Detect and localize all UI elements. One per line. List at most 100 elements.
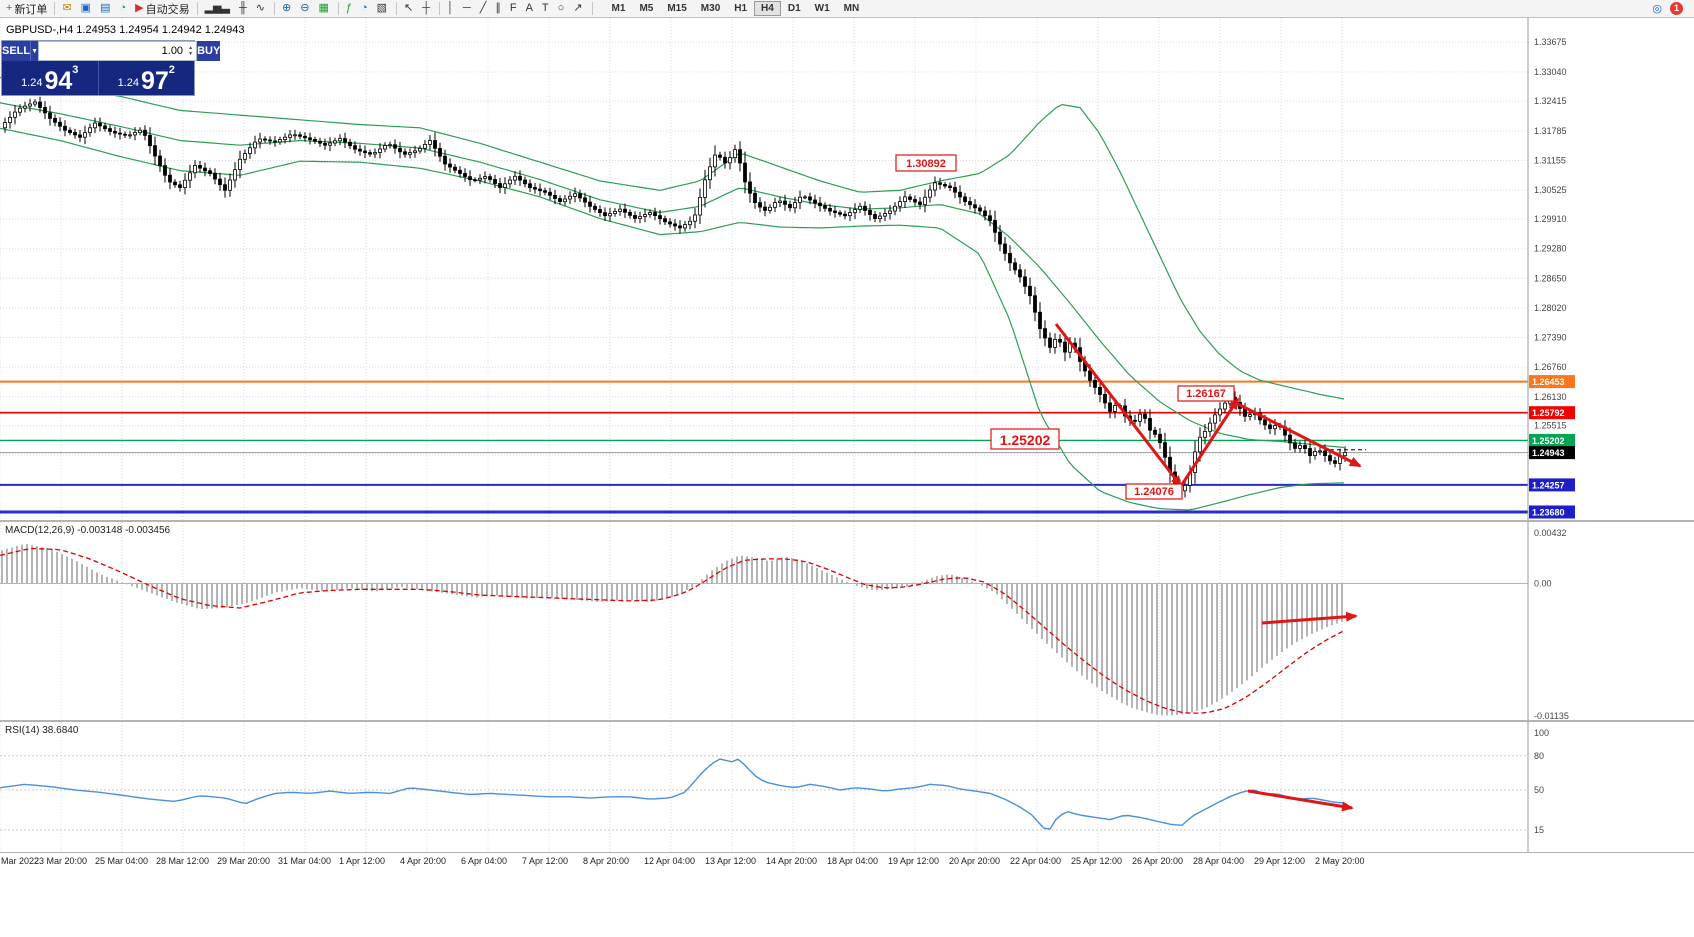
toolbar-separator	[337, 2, 339, 15]
price-annotation-box[interactable]	[1177, 385, 1235, 402]
trend-arrow[interactable]	[1247, 789, 1354, 812]
timeframe-h4[interactable]: H4	[754, 1, 781, 16]
crosshair-icon[interactable]: ┼	[419, 1, 435, 17]
time-axis-label: 25 Mar 04:00	[95, 856, 149, 866]
new-order-button[interactable]: + 新订单	[3, 1, 50, 17]
channel-icon[interactable]: ∥	[492, 1, 506, 17]
volume-input[interactable]	[39, 45, 186, 57]
trend-arrow[interactable]	[1237, 402, 1362, 468]
volume-spinner[interactable]: ▲ ▼	[185, 45, 196, 57]
period-icon[interactable]: ◔	[358, 1, 373, 17]
price-annotation-box[interactable]	[1125, 483, 1183, 500]
price-axis-label: 1.25515	[1534, 421, 1567, 431]
trendline-icon[interactable]: ╱	[477, 1, 492, 17]
period-icon-glyph: ◔	[360, 2, 368, 14]
line-chart-icon[interactable]: ∿	[253, 1, 270, 17]
fibonacci-icon[interactable]: F	[507, 1, 522, 17]
time-axis-label: 2 May 20:00	[1315, 856, 1365, 866]
buy-button[interactable]: BUY	[197, 41, 221, 61]
timeframe-m5[interactable]: M5	[639, 3, 654, 14]
timeframe-h1[interactable]: H1	[734, 3, 748, 14]
crosshair-icon-glyph: ┼	[422, 2, 431, 14]
buy-price-button[interactable]: 1.24 97 2	[99, 61, 195, 95]
label-icon[interactable]: T	[539, 1, 554, 17]
trend-arrow[interactable]	[1179, 397, 1240, 487]
tile-windows-icon-glyph: ▦	[318, 2, 329, 14]
spin-up-icon[interactable]: ▲	[188, 45, 194, 51]
price-axis-label: 1.31155	[1534, 156, 1566, 166]
timeframe-w1[interactable]: W1	[814, 3, 830, 14]
panel-splitter[interactable]	[0, 520, 1694, 522]
tile-windows-icon[interactable]: ▦	[315, 1, 333, 17]
macd-canvas[interactable]: 0.00432 0.00 -0.01135	[0, 522, 1694, 720]
notification-badge[interactable]: 1	[1670, 2, 1683, 15]
svg-text:1.24943: 1.24943	[1532, 448, 1565, 458]
timeframe-m30[interactable]: M30	[700, 3, 721, 14]
time-axis-label: 31 Mar 04:00	[278, 856, 332, 866]
macd-axis-label: -0.01135	[1534, 711, 1569, 720]
arrows-tool-icon-glyph: ↗	[573, 2, 583, 14]
indicators-icon[interactable]: ƒ	[343, 1, 357, 17]
time-axis[interactable]: Mar 2022 23 Mar 20:00 25 Mar 04:00 28 Mar 1…	[0, 853, 1694, 870]
stamp-icon[interactable]: ✉	[59, 1, 76, 17]
bar-chart-icon[interactable]: ▂▅▃	[202, 1, 235, 17]
history-center-icon[interactable]: ◔	[116, 1, 131, 17]
candlestick-chart-icon[interactable]: ╫	[236, 1, 252, 17]
trendline-icon-glyph: ╱	[479, 2, 487, 14]
timeframe-d1[interactable]: D1	[787, 3, 801, 14]
main-chart-panel[interactable]: 1.30892 1.26167 1.25202 1.24076 1.33675 1.330…	[0, 18, 1694, 520]
price-annotation-box[interactable]	[895, 154, 957, 172]
rsi-canvas[interactable]: 100 80 50 15	[0, 722, 1694, 852]
time-axis-label: 20 Apr 20:00	[949, 856, 1001, 866]
volume-dropdown-button[interactable]: ▼	[30, 41, 39, 61]
price-annotation-box[interactable]	[990, 428, 1060, 450]
rsi-line	[0, 758, 1345, 830]
bollinger-band-line	[0, 76, 1345, 400]
sell-price-button[interactable]: 1.24 94 3	[2, 61, 99, 95]
sell-price-sup: 3	[72, 64, 79, 76]
templates-icon-glyph: ▧	[376, 2, 388, 14]
macd-panel[interactable]: 0.00432 0.00 -0.01135 MACD(12,26,9) -0.003…	[0, 522, 1694, 720]
horizontal-line-icon[interactable]: ─	[460, 1, 476, 17]
time-axis-label: 28 Apr 04:00	[1193, 856, 1245, 866]
toolbar: + 新订单 ✉ ▣ ▤ ◔ ▶ 自动交易 ▂▅▃ ╫ ∿ ⊕ ⊖ ▦ ƒ ◔ ▧ ↖ ┼ │ ─ ╱ ∥ F A T ○ ↗ M1 M5 M…	[0, 0, 1694, 18]
trend-arrow[interactable]	[1054, 323, 1183, 488]
price-annotation-text: 1.26167	[1186, 388, 1226, 400]
panel-splitter[interactable]	[0, 852, 1694, 853]
price-axis-label: 1.32415	[1534, 96, 1567, 106]
templates-icon[interactable]: ▧	[374, 1, 392, 17]
svg-text:1.24257: 1.24257	[1532, 480, 1565, 490]
zoom-in-icon[interactable]: ⊕	[279, 1, 296, 17]
price-annotation-text: 1.25202	[1000, 432, 1051, 448]
spin-down-icon[interactable]: ▼	[188, 51, 194, 57]
trend-arrow[interactable]	[1261, 611, 1358, 625]
macd-axis-label: 0.00	[1534, 579, 1552, 589]
auto-trading-button[interactable]: ▶ 自动交易	[132, 1, 192, 17]
auto-trading-button-label: 自动交易	[145, 3, 190, 16]
zoom-in-icon-glyph: ⊕	[282, 2, 292, 14]
data-window-icon[interactable]: ▤	[97, 1, 115, 17]
toolbar-right: ◎ 1	[1649, 1, 1691, 17]
timeframe-m15[interactable]: M15	[667, 3, 687, 14]
timeframe-m1[interactable]: M1	[611, 3, 626, 14]
cursor-icon[interactable]: ↖	[401, 1, 418, 17]
text-icon[interactable]: A	[523, 1, 538, 17]
macd-axis-label: 0.00432	[1534, 528, 1567, 538]
time-axis-label: 7 Apr 12:00	[522, 856, 569, 866]
svg-text:1.26453: 1.26453	[1532, 377, 1565, 387]
panel-splitter[interactable]	[0, 720, 1694, 722]
timeframe-mn[interactable]: MN	[843, 3, 860, 14]
rsi-panel[interactable]: 100 80 50 15 RSI(14) 38.6840	[0, 722, 1694, 852]
vertical-line-icon[interactable]: │	[444, 1, 459, 17]
zoom-out-icon[interactable]: ⊖	[297, 1, 314, 17]
search-icon[interactable]: ◎	[1652, 3, 1662, 15]
zoom-out-icon-glyph: ⊖	[300, 2, 310, 14]
price-chart-canvas[interactable]: 1.30892 1.26167 1.25202 1.24076 1.33675 1.330…	[0, 18, 1694, 520]
arrows-tool-icon[interactable]: ↗	[570, 1, 587, 17]
shapes-icon[interactable]: ○	[555, 1, 570, 17]
price-axis-label: 1.26760	[1534, 362, 1567, 372]
cursor-icon-glyph: ↖	[404, 2, 414, 14]
price-tag	[1529, 446, 1575, 460]
market-watch-icon[interactable]: ▣	[78, 1, 96, 17]
sell-button[interactable]: SELL	[2, 41, 31, 61]
